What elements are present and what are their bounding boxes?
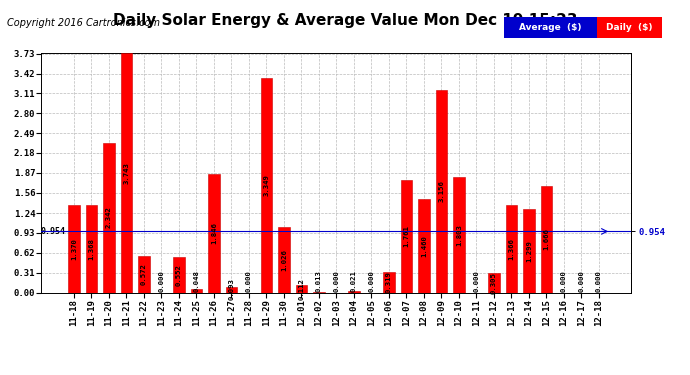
Bar: [296, 285, 307, 292]
Text: 0.552: 0.552: [176, 264, 182, 286]
Text: 1.460: 1.460: [421, 235, 427, 257]
Bar: [418, 199, 430, 292]
Bar: [104, 142, 115, 292]
Bar: [68, 205, 79, 292]
Text: 0.000: 0.000: [333, 270, 339, 292]
Bar: [541, 186, 552, 292]
Text: Daily Solar Energy & Average Value Mon Dec 19 15:23: Daily Solar Energy & Average Value Mon D…: [112, 13, 578, 28]
Text: 0.305: 0.305: [491, 272, 497, 294]
Text: 1.299: 1.299: [526, 240, 532, 262]
Text: 0.319: 0.319: [386, 272, 392, 293]
Bar: [506, 205, 517, 292]
Bar: [190, 290, 202, 292]
Bar: [138, 256, 150, 292]
Text: 1.761: 1.761: [404, 225, 409, 247]
Text: 0.000: 0.000: [159, 270, 164, 292]
Bar: [488, 273, 500, 292]
Bar: [86, 205, 97, 292]
Bar: [348, 291, 359, 292]
Text: Copyright 2016 Cartronics.com: Copyright 2016 Cartronics.com: [7, 18, 160, 28]
Text: 1.366: 1.366: [509, 238, 514, 260]
Text: 1.666: 1.666: [543, 228, 549, 250]
Text: Average  ($): Average ($): [519, 22, 582, 32]
Text: Daily  ($): Daily ($): [607, 22, 653, 32]
Bar: [523, 209, 535, 292]
Text: 0.112: 0.112: [298, 278, 304, 300]
Text: 0.013: 0.013: [316, 270, 322, 292]
Text: 0.954: 0.954: [40, 227, 65, 236]
Text: 0.000: 0.000: [368, 270, 375, 292]
Bar: [173, 257, 185, 292]
Text: 1.370: 1.370: [71, 238, 77, 260]
Text: 3.743: 3.743: [124, 162, 130, 184]
Bar: [208, 174, 219, 292]
Text: 1.026: 1.026: [281, 249, 287, 271]
Text: 1.803: 1.803: [456, 224, 462, 246]
Text: 0.021: 0.021: [351, 270, 357, 292]
Text: 0.572: 0.572: [141, 263, 147, 285]
Text: 3.349: 3.349: [264, 174, 269, 196]
Text: 3.156: 3.156: [438, 180, 444, 203]
Bar: [383, 272, 395, 292]
Text: 0.000: 0.000: [561, 270, 567, 292]
Text: 1.368: 1.368: [88, 238, 95, 260]
Bar: [261, 78, 272, 292]
Bar: [435, 90, 447, 292]
Bar: [401, 180, 412, 292]
Text: 0.000: 0.000: [596, 270, 602, 292]
Text: 0.093: 0.093: [228, 279, 235, 300]
Bar: [121, 53, 132, 292]
Bar: [226, 286, 237, 292]
Text: 1.846: 1.846: [211, 222, 217, 245]
Text: 0.000: 0.000: [578, 270, 584, 292]
Text: 2.342: 2.342: [106, 207, 112, 228]
Bar: [278, 227, 290, 292]
Text: 0.000: 0.000: [473, 270, 480, 292]
Text: 0.048: 0.048: [193, 270, 199, 292]
Text: 0.000: 0.000: [246, 270, 252, 292]
Bar: [453, 177, 464, 292]
